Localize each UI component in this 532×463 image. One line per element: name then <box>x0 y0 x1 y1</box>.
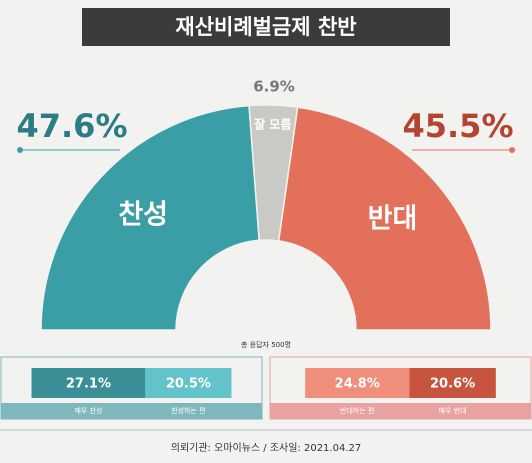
value-label: 6.9% <box>253 78 295 96</box>
segment-label: 잘 모름 <box>254 117 291 132</box>
label-band <box>1 403 262 419</box>
category-label: 찬성하는 편 <box>171 406 205 415</box>
bar <box>31 368 146 398</box>
donut-segment <box>40 104 261 331</box>
value-label: 24.8% <box>335 377 380 392</box>
value-label: 20.6% <box>430 377 475 392</box>
footer: 의뢰기관: 오마이뉴스 / 조사일: 2021.04.27 <box>171 442 361 454</box>
title-box <box>82 8 450 46</box>
segment-label: 반대 <box>368 204 418 235</box>
bar <box>145 368 232 398</box>
value-label: 20.5% <box>166 377 211 392</box>
category-label: 매우 찬성 <box>74 406 102 415</box>
note: 총 응답자 500명 <box>241 340 291 349</box>
value-label: 45.5% <box>402 107 513 145</box>
segment-label: 찬성 <box>118 200 168 231</box>
leader-dot <box>509 147 515 153</box>
chart-title: 재산비례벌금제 찬반 <box>175 15 356 39</box>
bar <box>305 368 410 398</box>
label-band <box>270 403 531 419</box>
value-label: 47.6% <box>16 107 127 145</box>
bar <box>409 368 496 398</box>
value-label: 27.1% <box>66 377 111 392</box>
category-label: 반대하는 편 <box>340 406 374 415</box>
leader-dot <box>17 147 23 153</box>
donut-segment <box>277 106 492 331</box>
category-label: 매우 반대 <box>439 406 467 415</box>
